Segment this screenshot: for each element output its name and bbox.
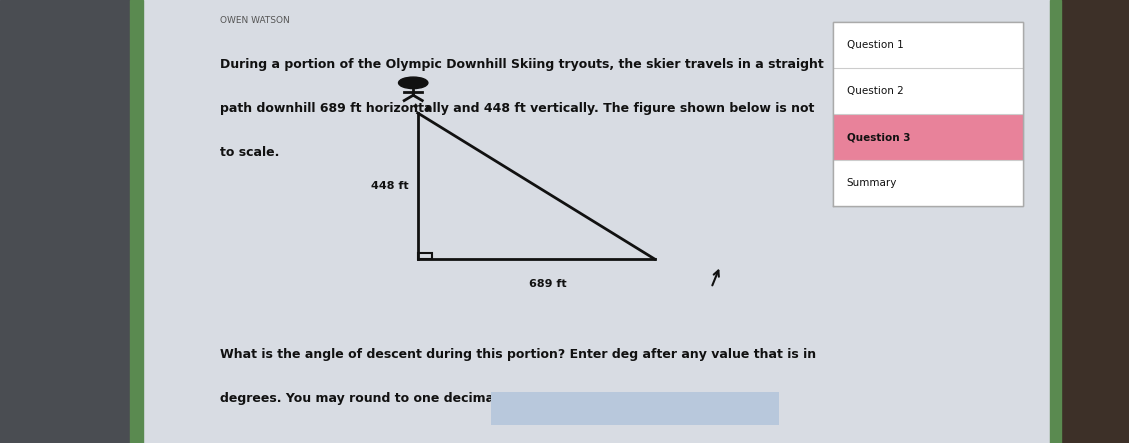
Bar <box>143 0 1050 443</box>
Bar <box>0 0 130 443</box>
Text: Summary: Summary <box>847 178 898 188</box>
Text: Question 2: Question 2 <box>847 86 903 96</box>
Bar <box>130 0 143 443</box>
Bar <box>833 68 1023 114</box>
Text: During a portion of the Olympic Downhill Skiing tryouts, the skier travels in a : During a portion of the Olympic Downhill… <box>220 58 824 70</box>
Bar <box>833 160 1023 206</box>
Text: degrees. You may round to one decimal place.: degrees. You may round to one decimal pl… <box>220 392 545 405</box>
Bar <box>1050 0 1061 443</box>
Text: Question 3: Question 3 <box>847 132 910 142</box>
Text: path downhill 689 ft horizontally and 448 ft vertically. The figure shown below : path downhill 689 ft horizontally and 44… <box>220 102 814 115</box>
Bar <box>418 253 432 259</box>
Text: ♦: ♦ <box>412 102 419 111</box>
Text: to scale.: to scale. <box>220 146 280 159</box>
Text: Question 1: Question 1 <box>847 40 903 50</box>
Text: 448 ft: 448 ft <box>371 181 409 191</box>
Text: What is the angle of descent during this portion? Enter deg after any value that: What is the angle of descent during this… <box>220 348 816 361</box>
Bar <box>1054 0 1129 443</box>
Bar <box>833 22 1023 206</box>
Text: OWEN WATSON: OWEN WATSON <box>220 16 290 24</box>
Text: 689 ft: 689 ft <box>528 279 567 288</box>
Bar <box>491 392 779 425</box>
Bar <box>833 114 1023 160</box>
Bar <box>833 22 1023 68</box>
Circle shape <box>399 77 428 89</box>
